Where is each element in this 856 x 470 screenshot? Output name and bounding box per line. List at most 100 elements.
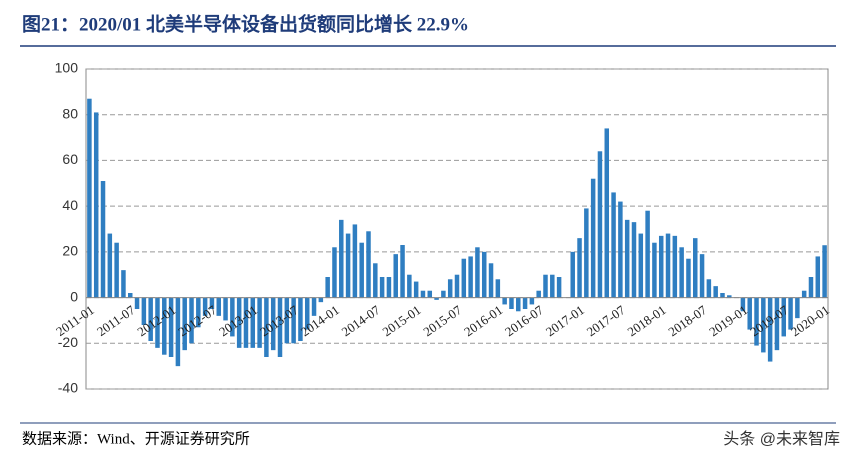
bar xyxy=(570,251,575,298)
bar xyxy=(454,274,460,298)
bar xyxy=(155,297,160,348)
bar xyxy=(761,297,766,353)
bar xyxy=(699,254,705,298)
x-tick-label: 2020-01 xyxy=(788,302,832,339)
bar xyxy=(720,293,725,298)
bar xyxy=(468,256,473,298)
bar xyxy=(264,297,269,357)
bar xyxy=(291,297,296,344)
bar xyxy=(311,297,317,316)
bar xyxy=(427,290,433,298)
bar xyxy=(590,178,596,298)
bar xyxy=(345,233,351,298)
bar xyxy=(795,297,800,319)
bar xyxy=(822,245,827,298)
bar xyxy=(366,231,371,298)
bar xyxy=(209,297,215,309)
x-tick-label: 2015-01 xyxy=(379,302,423,339)
y-tick-label: 20 xyxy=(62,243,78,259)
bar xyxy=(652,242,657,298)
bar xyxy=(216,297,221,316)
x-tick-label: 2014-01 xyxy=(298,302,342,339)
bar xyxy=(672,235,678,298)
bar xyxy=(107,233,113,298)
bar xyxy=(434,297,439,300)
y-tick-label: -40 xyxy=(58,380,78,396)
bar xyxy=(128,293,133,298)
bar xyxy=(223,297,228,321)
bar xyxy=(522,297,528,309)
bar xyxy=(379,277,385,298)
bar xyxy=(693,238,698,298)
bar xyxy=(230,297,235,337)
bar xyxy=(332,247,337,298)
bar xyxy=(257,297,262,348)
bar xyxy=(141,297,147,325)
bar xyxy=(339,219,344,298)
bar xyxy=(447,279,453,298)
bar xyxy=(577,238,582,298)
source: 数据来源：Wind、开源证券研究所 xyxy=(22,430,250,447)
plot-frame xyxy=(85,68,829,390)
bar xyxy=(359,242,364,298)
bar xyxy=(318,297,324,303)
bar xyxy=(148,297,153,341)
y-tick-label: 80 xyxy=(62,105,78,121)
bar xyxy=(808,277,814,298)
x-tick-label: 2011-07 xyxy=(94,302,138,339)
bar xyxy=(182,297,187,351)
bar xyxy=(175,297,181,367)
bar xyxy=(597,151,603,298)
y-tick-label: 40 xyxy=(62,197,78,213)
bar xyxy=(536,290,541,298)
bar xyxy=(202,297,208,316)
x-tick-label: 2017-01 xyxy=(543,302,587,339)
bar xyxy=(502,297,507,305)
bar xyxy=(509,297,514,309)
bar xyxy=(529,297,535,305)
bar xyxy=(93,112,99,298)
bar xyxy=(638,233,644,298)
bar xyxy=(162,297,167,355)
x-tick-label: 2015-07 xyxy=(420,302,465,339)
bar xyxy=(393,254,398,298)
bar xyxy=(277,297,283,357)
bar xyxy=(774,297,780,351)
bar xyxy=(386,277,392,298)
bar xyxy=(236,297,242,348)
x-tick-label: 2017-07 xyxy=(584,302,629,339)
bar xyxy=(754,297,759,346)
bar xyxy=(134,297,140,309)
bar xyxy=(352,224,358,298)
x-tick-label: 2016-01 xyxy=(461,302,505,339)
bar xyxy=(747,297,752,330)
x-tick-label: 2019-01 xyxy=(706,302,750,339)
bar xyxy=(706,279,712,298)
bar xyxy=(781,297,786,337)
watermark: 头条 @未来智库 xyxy=(723,430,840,448)
bar xyxy=(413,281,419,298)
y-tick-label: 60 xyxy=(62,151,78,167)
bar xyxy=(325,277,330,298)
y-tick-label: 0 xyxy=(70,288,78,304)
bar xyxy=(767,297,773,362)
bar xyxy=(87,98,92,298)
bar xyxy=(420,290,426,298)
bar xyxy=(543,274,548,298)
bar xyxy=(679,247,684,298)
bar xyxy=(645,210,650,298)
bar xyxy=(618,201,623,298)
bar xyxy=(100,181,106,298)
bar xyxy=(713,286,718,298)
bar xyxy=(740,297,746,312)
bar xyxy=(189,297,194,344)
bar xyxy=(658,235,664,298)
x-tick-label: 2018-07 xyxy=(665,302,710,339)
bar xyxy=(584,208,589,298)
bar xyxy=(475,247,480,298)
bar xyxy=(488,263,494,298)
bar xyxy=(604,128,610,298)
bar xyxy=(516,297,521,312)
bar xyxy=(631,222,637,298)
